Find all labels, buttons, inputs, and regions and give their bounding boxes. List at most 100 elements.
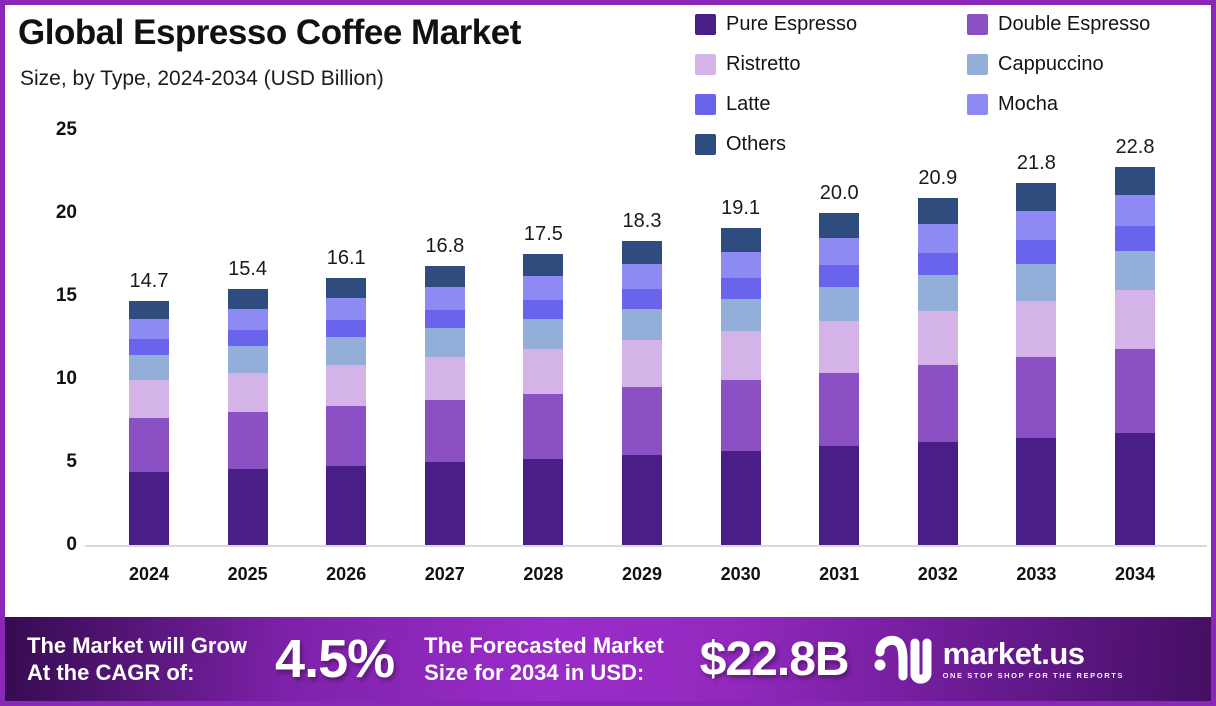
bar-segment-mocha — [917, 224, 958, 253]
bar-segment-ristretto — [720, 331, 761, 381]
bar-total-label: 18.3 — [622, 210, 662, 233]
bar-segment-pure-espresso — [720, 450, 761, 545]
brand-tagline: ONE STOP SHOP FOR THE REPORTS — [942, 671, 1124, 681]
bar-segment-cappuccino — [1115, 251, 1155, 290]
bar-segment-double-espresso — [326, 406, 367, 466]
bar-segment-others — [523, 254, 564, 277]
bar-segment-others — [424, 266, 465, 288]
x-axis-year-label: 2032 — [917, 564, 958, 584]
bar-segment-latte — [917, 252, 958, 276]
x-axis-year-label: 2034 — [1114, 564, 1156, 584]
legend-item-double-espresso: Double Espresso — [967, 13, 1205, 36]
bar-segment-mocha — [523, 276, 564, 301]
legend-swatch-icon — [695, 94, 716, 115]
x-axis-year-label: 2030 — [720, 564, 761, 584]
bar-segment-others — [326, 277, 367, 298]
bar-segment-cappuccino — [622, 309, 662, 341]
chart-title: Global Espresso Coffee Market — [18, 13, 521, 52]
legend-item-pure-espresso: Pure Espresso — [695, 13, 967, 36]
y-axis-tick-label: 25 — [55, 119, 77, 140]
y-axis-tick-label: 15 — [55, 285, 77, 306]
legend-swatch-icon — [967, 94, 988, 115]
legend-label: Mocha — [998, 93, 1059, 115]
legend-label: Latte — [726, 93, 771, 115]
forecast-label-line1: The Forecasted Market — [424, 633, 664, 658]
bar-segment-others — [1016, 182, 1057, 211]
bar-segment-cappuccino — [523, 319, 564, 350]
legend-label: Others — [726, 133, 787, 155]
bar-segment-ristretto — [622, 340, 662, 388]
x-axis-year-label: 2027 — [424, 564, 465, 584]
forecast-label: The Forecasted Market Size for 2034 in U… — [424, 632, 664, 686]
bar-chart-plot-area: 25 20 15 10 5 0 14.7 2024 15.4 2025 16.1 2026 16.8 20… — [5, 5, 1211, 701]
x-axis-baseline — [85, 545, 1207, 547]
bar-segment-latte — [819, 265, 860, 288]
bar-total-label: 19.1 — [721, 196, 761, 219]
bar-segment-others — [129, 300, 169, 320]
bar-segment-latte — [1016, 240, 1057, 264]
brand-logo: market.us ONE STOP SHOP FOR THE REPORTS — [873, 630, 1124, 689]
x-axis-year-label: 2024 — [128, 564, 170, 584]
legend-swatch-icon — [695, 54, 716, 75]
bar-segment-ristretto — [227, 372, 268, 413]
bar-segment-cappuccino — [424, 328, 465, 358]
bar-segment-cappuccino — [917, 275, 958, 312]
market-us-logo-icon — [873, 630, 935, 689]
legend-swatch-icon — [695, 134, 716, 155]
x-axis-year-label: 2026 — [326, 564, 367, 584]
bar-segment-mocha — [720, 252, 761, 279]
bar-total-label: 20.0 — [819, 182, 859, 204]
brand-text: market.us ONE STOP SHOP FOR THE REPORTS — [943, 638, 1124, 680]
bar-segment-mocha — [129, 319, 169, 340]
bar-segment-latte — [523, 300, 564, 320]
cagr-label: The Market will Grow At the CAGR of: — [27, 632, 247, 686]
bar-segment-double-espresso — [523, 394, 564, 459]
bar-segment-mocha — [1115, 195, 1155, 227]
bar-segment-pure-espresso — [819, 446, 860, 545]
bar-segment-ristretto — [1016, 301, 1057, 358]
bar-segment-mocha — [1016, 210, 1057, 241]
bar-segment-latte — [326, 319, 367, 338]
bar-segment-ristretto — [129, 380, 169, 419]
bar-segment-pure-espresso — [622, 454, 662, 545]
y-axis-tick-label: 20 — [55, 202, 77, 223]
y-axis-tick-label: 5 — [66, 451, 77, 472]
bar-segment-pure-espresso — [1115, 432, 1155, 545]
bar-segment-mocha — [819, 238, 860, 266]
bar-total-label: 21.8 — [1016, 151, 1056, 174]
bar-segment-mocha — [227, 308, 268, 330]
forecast-value: $22.8B — [699, 632, 850, 686]
bar-segment-ristretto — [523, 349, 564, 395]
bar-segment-double-espresso — [1115, 348, 1155, 433]
x-axis-year-label: 2028 — [523, 564, 564, 584]
cagr-value: 4.5% — [275, 629, 395, 689]
bar-segment-pure-espresso — [227, 469, 268, 545]
bar-segment-ristretto — [917, 311, 958, 365]
bar-segment-pure-espresso — [523, 458, 564, 545]
bar-segment-latte — [1115, 226, 1155, 251]
bar-segment-pure-espresso — [1016, 437, 1057, 545]
x-axis-year-label: 2029 — [621, 564, 663, 584]
bar-segment-double-espresso — [819, 372, 860, 447]
bar-segment-cappuccino — [720, 298, 761, 332]
bar-segment-others — [622, 241, 662, 265]
bar-segment-double-espresso — [1016, 357, 1057, 438]
bar-segment-others — [227, 289, 268, 309]
footer-banner: The Market will Grow At the CAGR of: 4.5… — [5, 617, 1211, 701]
y-axis-tick-label: 0 — [66, 534, 77, 555]
legend-label: Pure Espresso — [726, 13, 858, 35]
legend-swatch-icon — [967, 14, 988, 35]
bar-total-label: 16.8 — [425, 235, 465, 258]
bar-segment-latte — [424, 310, 465, 329]
bar-segment-others — [917, 198, 958, 225]
bar-segment-cappuccino — [819, 287, 860, 322]
bar-total-label: 20.9 — [918, 167, 958, 190]
legend-item-latte: Latte — [695, 93, 967, 116]
bar-segment-pure-espresso — [129, 472, 169, 545]
bar-segment-ristretto — [819, 321, 860, 373]
x-axis-year-label: 2025 — [227, 564, 268, 584]
bar-total-label: 14.7 — [129, 269, 169, 292]
legend-swatch-icon — [967, 54, 988, 75]
legend-item-others: Others — [695, 133, 967, 156]
